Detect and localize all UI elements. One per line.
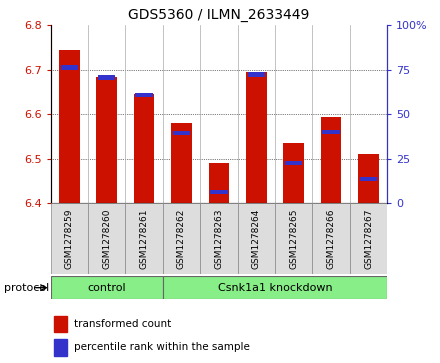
Title: GDS5360 / ILMN_2633449: GDS5360 / ILMN_2633449: [128, 8, 310, 22]
Text: protocol: protocol: [4, 283, 50, 293]
Bar: [134, 94, 154, 203]
Bar: [358, 154, 379, 203]
Text: percentile rank within the sample: percentile rank within the sample: [74, 342, 250, 352]
Bar: [163, 203, 200, 274]
Text: GSM1278265: GSM1278265: [289, 209, 298, 269]
Bar: [321, 117, 341, 203]
Bar: [125, 203, 163, 274]
Bar: [163, 276, 387, 299]
Bar: [98, 75, 115, 79]
Text: GSM1278259: GSM1278259: [65, 209, 74, 269]
Bar: [200, 203, 238, 274]
Bar: [88, 203, 125, 274]
Bar: [51, 276, 163, 299]
Text: transformed count: transformed count: [74, 319, 172, 329]
Text: GSM1278266: GSM1278266: [326, 209, 336, 269]
Bar: [283, 143, 304, 203]
Bar: [61, 65, 78, 70]
Bar: [275, 203, 312, 274]
Bar: [238, 203, 275, 274]
Bar: [323, 130, 340, 134]
Bar: [360, 177, 377, 181]
Bar: [96, 77, 117, 203]
Text: GSM1278260: GSM1278260: [102, 209, 111, 269]
Text: control: control: [88, 283, 126, 293]
Text: GSM1278264: GSM1278264: [252, 209, 261, 269]
Bar: [285, 161, 302, 166]
Bar: [54, 339, 67, 356]
Bar: [248, 72, 265, 77]
Bar: [171, 123, 192, 203]
Text: GSM1278262: GSM1278262: [177, 209, 186, 269]
Text: Csnk1a1 knockdown: Csnk1a1 knockdown: [218, 283, 332, 293]
Bar: [209, 163, 229, 203]
Bar: [210, 190, 227, 195]
Bar: [173, 131, 190, 135]
Bar: [136, 93, 153, 97]
Text: GSM1278263: GSM1278263: [214, 209, 224, 269]
Bar: [51, 203, 88, 274]
Bar: [350, 203, 387, 274]
Bar: [59, 50, 80, 203]
Text: GSM1278267: GSM1278267: [364, 209, 373, 269]
Bar: [246, 72, 267, 203]
Bar: [54, 316, 67, 333]
Text: GSM1278261: GSM1278261: [139, 209, 149, 269]
Bar: [312, 203, 350, 274]
